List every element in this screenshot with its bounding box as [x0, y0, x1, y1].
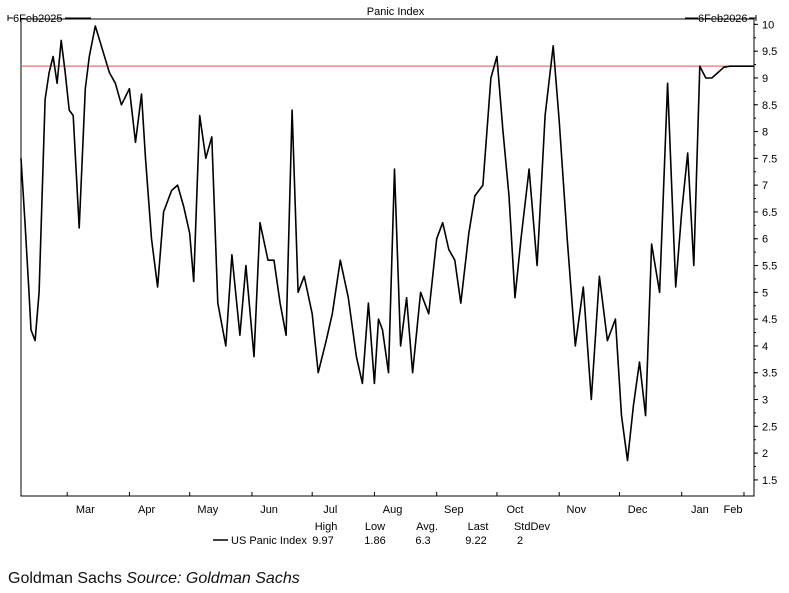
plot-frame [20, 18, 755, 497]
source-footer: Goldman Sachs Source: Goldman Sachs [8, 570, 300, 588]
x-tick-label: Oct [507, 504, 524, 516]
stats-value: 9.22 [465, 535, 486, 547]
end-date-label: 6Feb2026 [698, 13, 748, 25]
chart-title: Panic Index [367, 6, 425, 18]
stats-header: StdDev [514, 521, 551, 533]
source-org: Goldman Sachs [8, 570, 122, 587]
stats-header: Last [468, 521, 489, 533]
x-tick-label: Jun [260, 504, 278, 516]
stats-header: High [315, 521, 338, 533]
y-tick-label: 10 [762, 19, 774, 31]
source-label: Source: [126, 570, 182, 587]
chart-container: Panic Index 6Feb2025 6Feb2026 1.5 2 2.5 3 3.5 4 4… [7, 6, 777, 547]
legend-label: US Panic Index [231, 535, 307, 547]
y-tick-label: 3 [762, 395, 768, 407]
y-tick-label: 8.5 [762, 100, 777, 112]
y-tick-label: 9.5 [762, 46, 777, 58]
series-line-us-panic-index [20, 25, 754, 462]
x-tick-label: Nov [567, 504, 587, 516]
y-tick-label: 1.5 [762, 475, 777, 487]
x-tick-label: Apr [138, 504, 155, 516]
x-tick-label: Mar [76, 504, 95, 516]
stats-value: 1.86 [364, 535, 385, 547]
y-tick-label: 5.5 [762, 261, 777, 273]
y-tick-label: 6.5 [762, 207, 777, 219]
y-tick-label: 3.5 [762, 368, 777, 380]
stats-value: 9.97 [312, 535, 333, 547]
y-tick-label: 7 [762, 180, 768, 192]
y-tick-label: 2 [762, 448, 768, 460]
y-tick-label: 7.5 [762, 153, 777, 165]
y-tick-label: 9 [762, 73, 768, 85]
start-date-label: 6Feb2025 [13, 13, 63, 25]
stats-value: 2 [517, 535, 523, 547]
x-tick-label: May [197, 504, 218, 516]
source-value: Goldman Sachs [185, 570, 300, 587]
stats-value: 6.3 [415, 535, 430, 547]
y-tick-label: 4 [762, 341, 768, 353]
x-tick-label: Feb [724, 504, 743, 516]
stats-header: Low [365, 521, 385, 533]
x-tick-label: Dec [628, 504, 648, 516]
y-tick-label: 4.5 [762, 314, 777, 326]
y-tick-label: 5 [762, 287, 768, 299]
x-tick-label: Jul [323, 504, 337, 516]
panic-index-chart: Panic Index 6Feb2025 6Feb2026 1.5 2 2.5 3 3.5 4 4… [7, 6, 777, 547]
x-tick-label: Jan [691, 504, 709, 516]
y-tick-label: 6 [762, 234, 768, 246]
y-tick-label: 8 [762, 127, 768, 139]
x-tick-label: Sep [444, 504, 464, 516]
x-tick-label: Aug [383, 504, 403, 516]
stats-header: Avg. [416, 521, 438, 533]
y-tick-label: 2.5 [762, 421, 777, 433]
